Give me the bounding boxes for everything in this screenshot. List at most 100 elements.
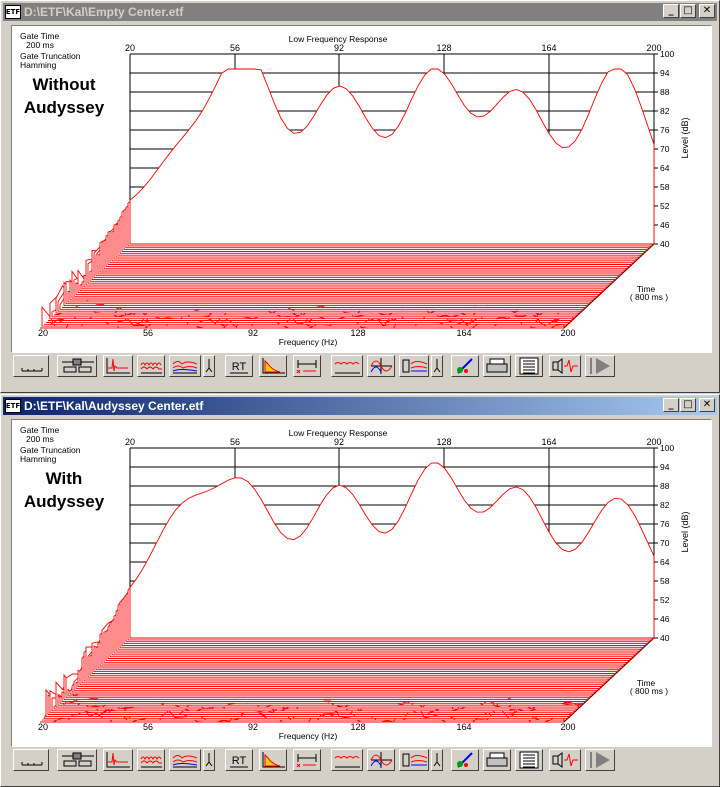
maximize-button[interactable]: □ [680,4,696,18]
title-bar[interactable]: ETF D:\ETF\Kal\Audyssey Center.etf _ □ ✕ [3,397,717,415]
gate-button[interactable] [293,749,321,771]
gate-button[interactable] [293,355,321,377]
level-tick: 76 [660,125,670,135]
axis-select-button[interactable] [13,355,49,377]
play-button[interactable] [585,355,615,377]
decay-button[interactable] [259,355,287,377]
etf-app-icon[interactable]: ETF [5,399,21,413]
slider-button[interactable] [57,749,97,771]
color-icon [457,358,473,374]
window-title: D:\ETF\Kal\Empty Center.etf [24,5,184,19]
multi-waterfall-button[interactable] [169,355,201,377]
notes-button[interactable] [515,749,543,771]
level-tick: 40 [660,239,670,249]
notes-button[interactable] [515,355,543,377]
toolbar: RT [13,355,713,379]
time-value: ( 800 ms ) [630,686,668,696]
top-axis-tick: 92 [334,437,344,447]
color-button[interactable] [451,749,479,771]
phase-icon [370,358,393,374]
axis-select-button[interactable] [13,749,49,771]
gate-truncation-label: Gate Truncation [20,445,81,455]
window-empty-center[interactable]: ETF D:\ETF\Kal\Empty Center.etf _ □ ✕ Ga… [0,0,720,393]
gate-icon [296,360,317,374]
cursor-button[interactable] [203,355,215,377]
waterfall-traces [40,462,655,723]
phase-button[interactable] [367,355,395,377]
multi-waterfall-button[interactable] [169,749,201,771]
waterfall-button[interactable] [137,749,165,771]
cursor-button[interactable] [203,749,215,771]
decay-icon [262,752,285,768]
bottom-axis-tick: 20 [38,722,48,732]
impulse-button[interactable] [103,749,133,771]
notes-icon [519,357,539,375]
impulse-icon [106,752,130,768]
color-button[interactable] [451,355,479,377]
maximize-button[interactable]: □ [680,398,696,412]
freq-response-icon [334,362,360,374]
gate-truncation-value: Hamming [20,60,57,70]
rt-button[interactable]: RT [225,355,253,377]
waterfall-icon [140,756,162,768]
marker-button[interactable] [431,749,443,771]
phase-icon [370,752,393,768]
speaker-pulse-button[interactable] [549,749,581,771]
speaker-compare-button[interactable] [399,355,429,377]
level-tick: 94 [660,462,670,472]
window-audyssey-center[interactable]: ETF D:\ETF\Kal\Audyssey Center.etf _ □ ✕… [0,394,720,787]
gate-time-value: 200 ms [26,40,54,50]
minimize-button[interactable]: _ [663,4,679,18]
top-axis-tick: 56 [230,437,240,447]
bottom-axis-tick: 92 [248,722,258,732]
waterfall-plot[interactable]: Gate Time 200 ms Gate Truncation Hamming Low… [11,25,712,353]
color-icon [457,752,473,768]
play-icon [590,358,610,374]
play-button[interactable] [585,749,615,771]
etf-app-icon[interactable]: ETF [5,5,21,19]
top-axis-tick: 56 [230,43,240,53]
level-tick: 46 [660,220,670,230]
close-button[interactable]: ✕ [699,398,715,412]
title-bar[interactable]: ETF D:\ETF\Kal\Empty Center.etf _ □ ✕ [3,3,717,21]
level-tick: 100 [660,443,674,453]
bottom-axis-tick: 128 [350,328,365,338]
phase-button[interactable] [367,749,395,771]
level-tick: 82 [660,500,670,510]
toolbar: RT [13,749,713,773]
waterfall-plot[interactable]: Gate Time 200 ms Gate Truncation Hamming Low… [11,419,712,747]
cursor-icon [205,753,213,767]
close-button[interactable]: ✕ [699,4,715,18]
speaker-compare-icon [402,753,428,767]
minimize-button[interactable]: _ [663,398,679,412]
marker-button[interactable] [431,355,443,377]
marker-icon [433,359,441,373]
freq-response-button[interactable] [331,355,363,377]
slider-button[interactable] [57,355,97,377]
print-button[interactable] [483,355,511,377]
freq-response-button[interactable] [331,749,363,771]
impulse-button[interactable] [103,355,133,377]
decay-button[interactable] [259,749,287,771]
gate-time-label: Gate Time [20,425,59,435]
rt-button[interactable]: RT [225,749,253,771]
print-button[interactable] [483,749,511,771]
x-axis-label: Frequency (Hz) [279,731,338,741]
freq-response-icon [334,756,360,768]
level-tick: 52 [660,595,670,605]
bottom-axis-tick: 164 [456,722,471,732]
slider-icon [62,358,94,373]
time-value: ( 800 ms ) [630,292,668,302]
impulse-icon [106,358,130,374]
overlay-label-line2: Audyssey [24,492,105,511]
level-axis-label: Level (dB) [680,117,690,158]
waterfall-button[interactable] [137,355,165,377]
speaker-pulse-button[interactable] [549,355,581,377]
speaker-compare-button[interactable] [399,749,429,771]
marker-icon [433,753,441,767]
window-title: D:\ETF\Kal\Audyssey Center.etf [24,399,204,413]
x-axis-label: Frequency (Hz) [279,337,338,347]
rt-icon: RT [230,755,248,768]
top-axis-tick: 20 [125,43,135,53]
level-tick: 58 [660,182,670,192]
